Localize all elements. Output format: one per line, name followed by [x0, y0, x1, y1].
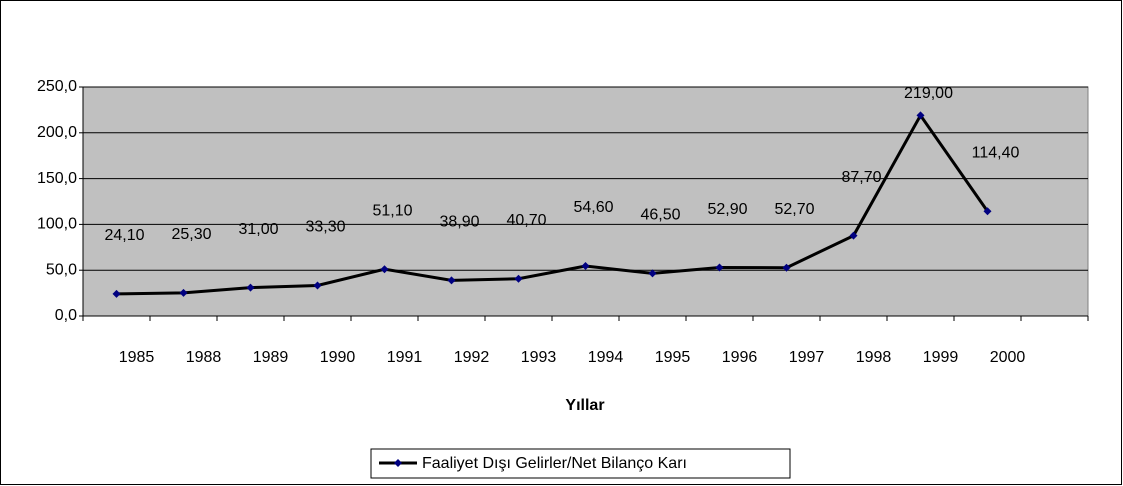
- x-tick-label: 1993: [521, 349, 557, 366]
- x-axis-title: Yıllar: [565, 397, 604, 414]
- x-tick-label: 1992: [454, 349, 490, 366]
- marker: [849, 231, 858, 240]
- data-label: 46,50: [640, 207, 680, 224]
- x-tick-label: 1990: [320, 349, 356, 366]
- marker: [380, 265, 389, 274]
- y-tick-label: 50,0: [46, 261, 77, 278]
- x-tick-label: 1998: [856, 349, 892, 366]
- x-tick-label: 1999: [923, 349, 959, 366]
- x-tick-label: 1996: [722, 349, 758, 366]
- y-tick-label: 200,0: [37, 124, 77, 141]
- marker: [514, 274, 523, 283]
- data-label: 40,70: [506, 212, 546, 229]
- marker: [782, 263, 791, 272]
- data-label: 24,10: [104, 227, 144, 244]
- legend-box: [370, 448, 791, 479]
- marker: [246, 283, 255, 292]
- y-tick-label: 100,0: [37, 216, 77, 233]
- data-label: 87,70: [841, 169, 881, 186]
- marker: [648, 269, 657, 278]
- data-line: [116, 112, 989, 296]
- x-tick-label: 1997: [789, 349, 825, 366]
- x-tick-label: 1995: [655, 349, 691, 366]
- data-label: 25,30: [171, 226, 211, 243]
- data-label: 31,00: [238, 221, 278, 238]
- data-label: 219,00: [904, 85, 953, 102]
- data-label: 33,30: [305, 219, 345, 236]
- marker: [715, 263, 724, 272]
- data-label: 52,90: [707, 201, 747, 218]
- legend-marker: [394, 459, 402, 467]
- data-label: 114,40: [972, 144, 1020, 161]
- plot-area: [82, 86, 1089, 317]
- x-tick-label: 1991: [387, 349, 423, 366]
- legend-label: Faaliyet Dışı Gelirler/Net Bilanço Karı: [422, 455, 687, 472]
- marker: [179, 288, 188, 297]
- marker: [581, 261, 590, 270]
- x-tick-label: 2000: [990, 349, 1026, 366]
- marker: [112, 289, 121, 298]
- x-tick-label: 1985: [119, 349, 155, 366]
- marker: [447, 276, 456, 285]
- y-tick-label: 150,0: [37, 170, 77, 187]
- y-tick-label: 0,0: [55, 307, 77, 324]
- x-tick-label: 1989: [253, 349, 289, 366]
- x-tick-label: 1988: [186, 349, 222, 366]
- data-label: 38,90: [439, 214, 479, 231]
- data-label: 52,70: [774, 201, 814, 218]
- marker: [313, 281, 322, 290]
- marker: [983, 207, 992, 216]
- x-tick-label: 1994: [588, 349, 624, 366]
- data-label: 51,10: [372, 202, 412, 219]
- data-label: 54,60: [573, 199, 613, 216]
- marker: [916, 111, 925, 120]
- y-tick-label: 250,0: [37, 78, 77, 95]
